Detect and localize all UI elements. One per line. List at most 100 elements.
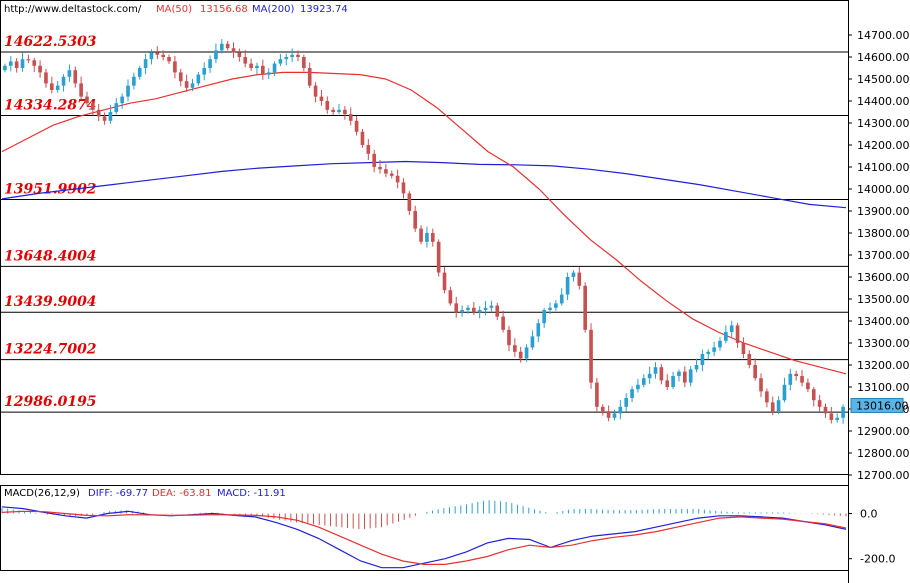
macd-dea-line (1, 510, 847, 566)
candle-down (384, 169, 388, 174)
candle-down (343, 109, 347, 115)
ma50-line-layer (1, 71, 847, 375)
candle-up (272, 63, 277, 73)
svg-text:13016.00: 13016.00 (856, 399, 909, 412)
candle-down (360, 131, 365, 145)
candle-down (513, 345, 517, 352)
candle-down (378, 167, 382, 170)
candle-down (307, 68, 312, 86)
candle-up (636, 384, 640, 390)
candle-down (302, 57, 306, 68)
candle-up (489, 305, 494, 308)
candle-down (296, 54, 300, 57)
candle-up (630, 389, 634, 398)
candle-up (143, 59, 148, 68)
candle-up (700, 354, 705, 365)
candle-down (372, 153, 376, 167)
y-tick-label: 14300.00 (857, 117, 910, 130)
candle-up (565, 277, 570, 295)
candle-down (173, 61, 177, 73)
y-tick-label: 14100.00 (857, 161, 910, 174)
candle-up (724, 332, 728, 341)
candle-up (782, 384, 787, 401)
y-tick-label: 14600.00 (857, 51, 910, 64)
candle-up (196, 74, 201, 84)
candle-down (817, 400, 822, 407)
y-tick-label: 13300.00 (857, 337, 910, 350)
y-tick-label: 13600.00 (857, 271, 910, 284)
y-tick-label: 13200.00 (857, 359, 910, 372)
candle-up (530, 336, 535, 348)
candle-down (102, 116, 107, 121)
y-tick-label: 14400.00 (857, 95, 910, 108)
candle-down (32, 60, 37, 66)
candle-up (55, 85, 60, 90)
candle-down (231, 48, 236, 53)
candle-up (120, 96, 124, 104)
candle-down (741, 343, 746, 354)
macd-panel: 0.0 -200.0 (1, 500, 895, 569)
current-price-tag: 13016.00 (850, 397, 909, 413)
candle-up (641, 378, 646, 385)
ma50-line (1, 71, 847, 375)
candle-up (132, 76, 136, 86)
y-tick-label: 13500.00 (857, 293, 910, 306)
ma200-line (1, 160, 847, 209)
candle-down (495, 305, 500, 317)
candle-down (472, 307, 476, 313)
candle-down (747, 354, 752, 365)
ma200-label: MA(200) (252, 4, 294, 15)
candlesticks (3, 38, 845, 424)
candle-up (137, 68, 142, 77)
support-resistance-levels: 14622.5303 14334.2874 13951.9902 13648.4004… (0, 34, 848, 413)
candle-up (8, 61, 13, 66)
candle-down (178, 72, 183, 82)
candle-down (448, 290, 453, 304)
candle-up (266, 72, 271, 75)
y-tick-label: 13800.00 (857, 227, 910, 240)
candle-down (606, 411, 611, 418)
site-url[interactable]: http://www.deltastock.com/ (4, 4, 142, 15)
candle-down (167, 57, 171, 62)
candle-up (677, 371, 681, 376)
candle-up (835, 417, 840, 420)
candle-up (202, 68, 207, 75)
candle-up (290, 54, 294, 57)
candle-up (337, 109, 341, 112)
candle-down (589, 329, 593, 383)
y-tick-label: 13900.00 (857, 205, 910, 218)
candle-down (331, 109, 335, 112)
candle-down (366, 145, 371, 154)
candle-down (91, 103, 95, 110)
candle-up (718, 340, 722, 348)
y-tick-label: 13100.00 (857, 381, 910, 394)
candle-up (425, 233, 429, 242)
candle-up (548, 307, 552, 310)
y-tick-label: 13700.00 (857, 249, 910, 262)
macd-y-tick-label: 0.0 (860, 508, 878, 521)
candle-down (430, 233, 435, 242)
candle-up (653, 367, 658, 374)
macd-y-tick-label: -200.0 (860, 553, 895, 566)
candle-up (712, 347, 716, 352)
y-tick-label: 14000.00 (857, 183, 910, 196)
candle-up (466, 307, 470, 310)
candle-up (108, 112, 113, 121)
candle-up (694, 365, 699, 370)
candle-up (67, 70, 72, 77)
candle-down (765, 391, 769, 403)
y-tick-label: 12800.00 (857, 447, 910, 460)
candle-up (536, 323, 541, 337)
candle-down (829, 413, 834, 420)
candle-down (354, 120, 359, 132)
candle-up (149, 52, 154, 60)
candle-up (788, 373, 793, 385)
candle-up (618, 406, 623, 414)
candle-up (61, 76, 66, 86)
candle-up (114, 103, 119, 112)
candle-up (542, 310, 546, 324)
level-label: 13951.9902 (4, 182, 97, 198)
ma200-line-layer (1, 160, 847, 209)
level-label: 13224.7002 (4, 342, 97, 358)
